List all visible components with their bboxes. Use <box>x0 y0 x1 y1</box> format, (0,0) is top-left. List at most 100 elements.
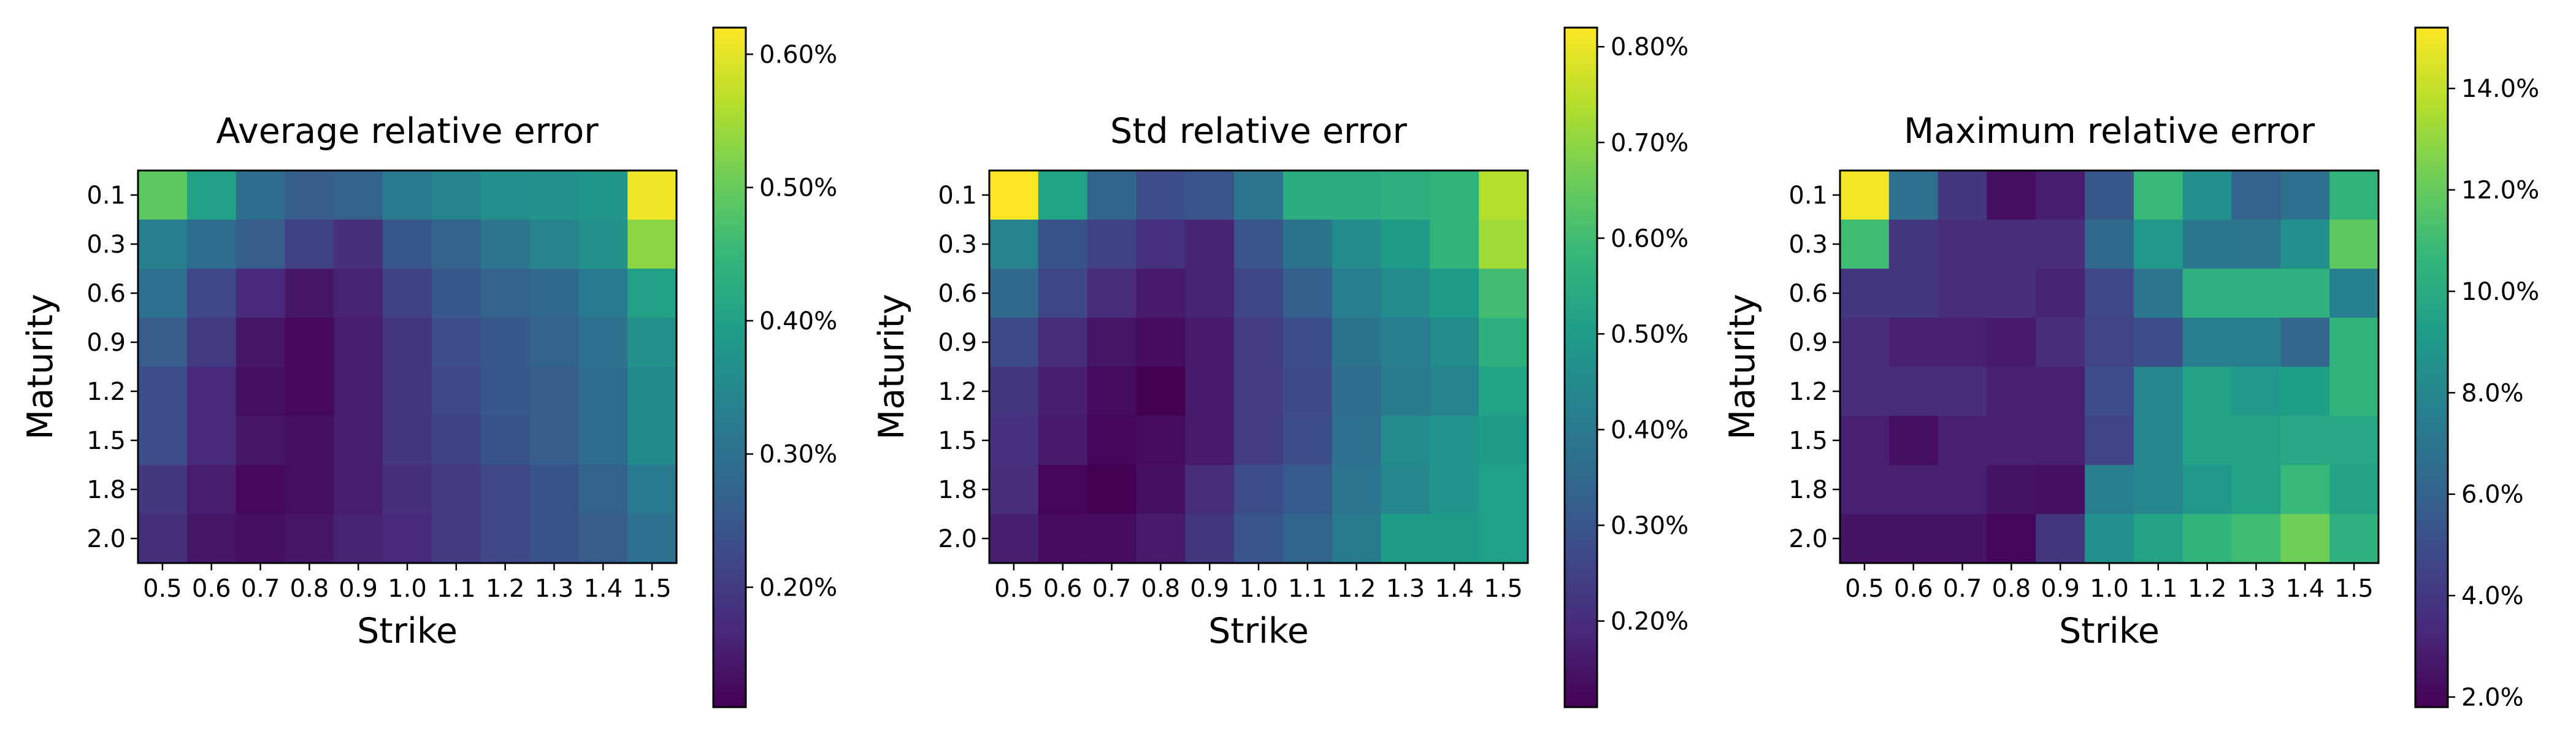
y-tick-label: 1.5 <box>938 427 977 455</box>
heatmap-cell <box>334 220 383 269</box>
colorbar <box>712 26 747 708</box>
heatmap-cell <box>989 416 1039 466</box>
x-tick-label: 1.4 <box>583 575 623 603</box>
heatmap-cell <box>1938 416 1988 466</box>
heatmap-cell <box>1038 465 1088 515</box>
heatmap-cell <box>1282 416 1333 466</box>
heatmap-cell <box>2036 269 2085 318</box>
colorbar-tick-label: 12.0% <box>2461 177 2539 205</box>
heatmap-cell <box>1430 416 1479 466</box>
heatmap-cell <box>578 220 628 269</box>
heatmap-cell <box>627 514 677 564</box>
colorbar-tick-label: 0.20% <box>1611 608 1689 636</box>
x-tick-label: 1.2 <box>1337 575 1376 603</box>
heatmap-cell <box>480 171 531 220</box>
heatmap-cell <box>1185 465 1235 515</box>
heatmap-cell <box>2133 220 2183 269</box>
heatmap-cell <box>1888 367 1939 416</box>
heatmap-cell <box>2280 220 2330 269</box>
heatmap-cell <box>334 416 383 466</box>
heatmap-cell <box>1234 220 1284 269</box>
colorbar-tick-label: 6.0% <box>2461 481 2524 509</box>
heatmap-cell <box>1038 269 1088 318</box>
heatmap-cell <box>285 171 334 220</box>
y-tick-label: 1.8 <box>938 476 977 504</box>
heatmap-cell <box>1332 220 1382 269</box>
heatmap-cell <box>1136 220 1186 269</box>
heatmap-cell <box>334 171 383 220</box>
heatmap-cell <box>1087 465 1137 515</box>
x-tick-label: 1.1 <box>437 575 476 603</box>
heatmap-cell <box>1087 269 1137 318</box>
heatmap-cell <box>578 514 628 564</box>
heatmap-cell <box>1840 416 1890 466</box>
heatmap-cell <box>138 269 188 318</box>
heatmap-cell <box>1840 269 1890 318</box>
heatmap-cell <box>1888 416 1939 466</box>
heatmap-cell <box>1430 318 1479 367</box>
heatmap-cell <box>383 465 432 515</box>
heatmap-cell <box>186 318 237 367</box>
chart-title: Maximum relative error <box>1904 111 2315 151</box>
heatmap-cell <box>2329 318 2379 367</box>
heatmap-cell <box>431 220 481 269</box>
y-tick-label: 1.2 <box>938 378 977 406</box>
heatmap-cell <box>1234 318 1284 367</box>
heatmap-cell <box>989 220 1039 269</box>
y-tick-label: 1.2 <box>1788 378 1828 406</box>
heatmap-cell <box>1381 367 1430 416</box>
heatmap-cell <box>2231 416 2281 466</box>
heatmap-cell <box>1332 171 1382 220</box>
heatmap-cell <box>285 367 334 416</box>
x-tick-label: 0.7 <box>1943 575 1982 603</box>
heatmap-cell <box>1479 220 1528 269</box>
heatmap-cell <box>2231 269 2281 318</box>
heatmap-cell <box>383 416 432 466</box>
heatmap-cell <box>1987 514 2036 564</box>
heatmap-cell <box>989 367 1039 416</box>
heatmap-cell <box>529 220 579 269</box>
heatmap-cell <box>236 318 286 367</box>
heatmap-cell <box>186 514 237 564</box>
heatmap-cell <box>2085 416 2134 466</box>
x-tick-label: 0.7 <box>241 575 280 603</box>
colorbar-tick-label: 0.50% <box>1611 320 1689 348</box>
heatmap-cell <box>2231 367 2281 416</box>
x-tick-label: 1.0 <box>1239 575 1278 603</box>
heatmap-cell <box>2182 171 2233 220</box>
heatmap-cell <box>236 269 286 318</box>
heatmap-cell <box>2133 269 2183 318</box>
heatmap-cell <box>2182 318 2233 367</box>
x-axis-label: Strike <box>2059 611 2160 651</box>
heatmap-cell <box>1888 171 1939 220</box>
heatmap-cell <box>1087 220 1137 269</box>
heatmap-cell <box>1185 171 1235 220</box>
heatmap-cell <box>2329 171 2379 220</box>
colorbar-tick-label: 4.0% <box>2461 582 2524 610</box>
heatmap-cell <box>1185 269 1235 318</box>
y-axis-label: Maturity <box>872 294 912 440</box>
x-tick-label: 0.5 <box>143 575 182 603</box>
heatmap-cell <box>2231 220 2281 269</box>
heatmap-cell <box>1888 465 1939 515</box>
heatmap-cell <box>1282 367 1333 416</box>
heatmap-cell <box>1381 171 1430 220</box>
heatmap-cell <box>578 367 628 416</box>
heatmap-cell <box>383 171 432 220</box>
heatmap-cell <box>1136 318 1186 367</box>
heatmap-cell <box>1038 318 1088 367</box>
heatmap-cell <box>285 416 334 466</box>
heatmap-cell <box>1087 514 1137 564</box>
x-tick-label: 1.3 <box>1386 575 1425 603</box>
y-tick-label: 1.5 <box>86 427 126 455</box>
y-tick-label: 0.9 <box>86 329 126 357</box>
x-tick-label: 0.8 <box>290 575 329 603</box>
heatmap-cell <box>1087 171 1137 220</box>
heatmap-cell <box>480 465 531 515</box>
heatmap-cell <box>431 416 481 466</box>
heatmap-cell <box>1185 318 1235 367</box>
heatmap-cell <box>1479 416 1528 466</box>
heatmap-cell <box>1430 220 1479 269</box>
x-tick-label: 1.2 <box>486 575 525 603</box>
